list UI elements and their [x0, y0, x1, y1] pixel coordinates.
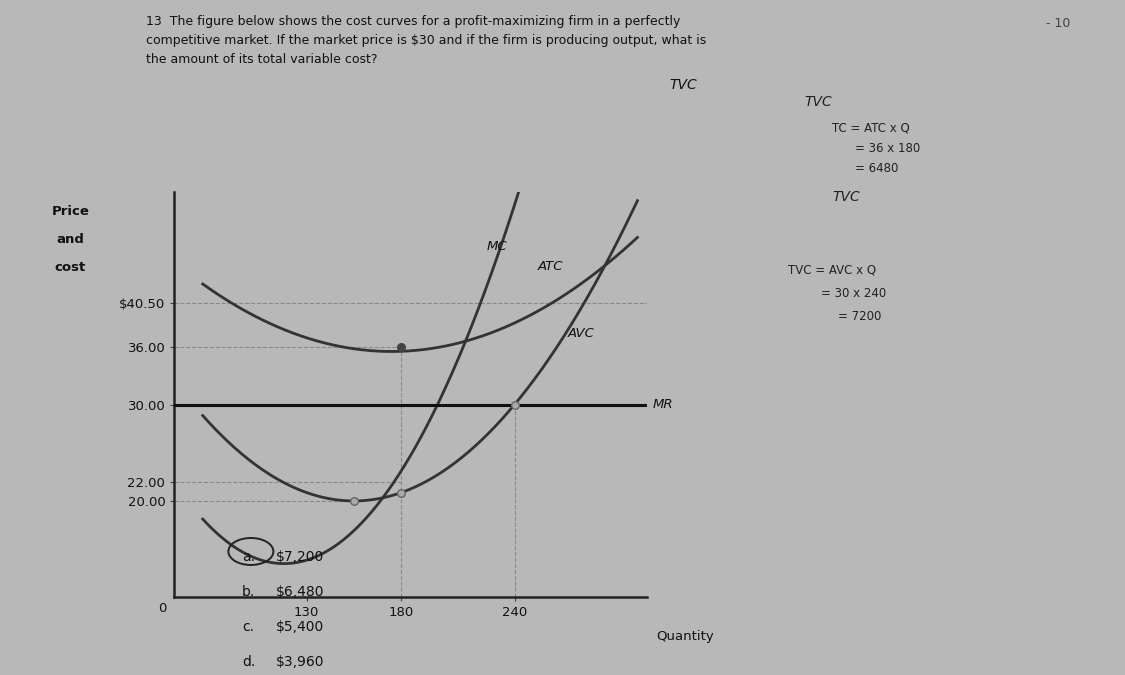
Text: $3,960: $3,960 [276, 655, 324, 669]
Text: = 36 x 180: = 36 x 180 [855, 142, 920, 155]
Text: TVC: TVC [832, 190, 861, 205]
Text: MR: MR [652, 398, 673, 411]
Text: = 7200: = 7200 [838, 310, 882, 323]
Text: 0: 0 [159, 602, 166, 615]
Text: TVC = AVC x Q: TVC = AVC x Q [788, 263, 875, 276]
Text: and: and [56, 233, 84, 246]
Text: b.: b. [242, 585, 255, 599]
Text: $7,200: $7,200 [276, 550, 324, 564]
Text: TC = ATC x Q: TC = ATC x Q [832, 122, 910, 134]
Text: = 30 x 240: = 30 x 240 [821, 287, 886, 300]
Text: MC: MC [486, 240, 507, 253]
Text: c.: c. [242, 620, 254, 634]
Text: 13  The figure below shows the cost curves for a profit-maximizing firm in a per: 13 The figure below shows the cost curve… [146, 15, 681, 28]
Text: competitive market. If the market price is $30 and if the firm is producing outp: competitive market. If the market price … [146, 34, 706, 47]
Text: Price: Price [52, 205, 89, 217]
Text: Quantity: Quantity [656, 630, 713, 643]
Text: TVC: TVC [804, 95, 832, 109]
Text: cost: cost [55, 261, 86, 274]
Text: $5,400: $5,400 [276, 620, 324, 634]
Text: ATC: ATC [538, 259, 562, 273]
Text: AVC: AVC [567, 327, 594, 340]
Text: TVC: TVC [669, 78, 698, 92]
Text: = 6480: = 6480 [855, 162, 899, 175]
Text: a.: a. [242, 550, 255, 564]
Text: the amount of its total variable cost?: the amount of its total variable cost? [146, 53, 378, 65]
Text: - 10: - 10 [1046, 17, 1071, 30]
Text: $6,480: $6,480 [276, 585, 324, 599]
Text: d.: d. [242, 655, 255, 669]
